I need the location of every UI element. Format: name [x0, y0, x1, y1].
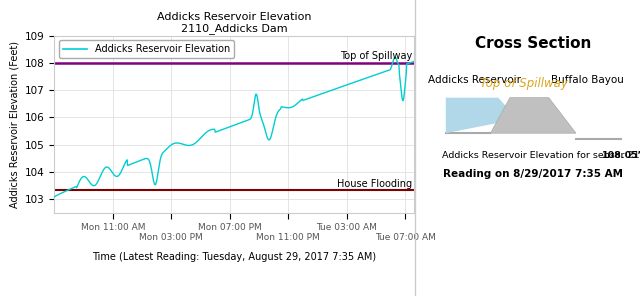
Text: 108.05’: 108.05’: [602, 151, 640, 160]
Text: Tue 03:00 AM: Tue 03:00 AM: [316, 223, 377, 232]
Text: Reading on 8/29/2017 7:35 AM: Reading on 8/29/2017 7:35 AM: [444, 169, 623, 179]
Text: Mon 11:00 PM: Mon 11:00 PM: [257, 233, 320, 242]
Text: Mon 03:00 PM: Mon 03:00 PM: [140, 233, 203, 242]
Text: Mon 11:00 AM: Mon 11:00 AM: [81, 223, 145, 232]
Text: House Flooding: House Flooding: [337, 178, 412, 189]
Text: Tue 07:00 AM: Tue 07:00 AM: [374, 233, 436, 242]
Legend: Addicks Reservoir Elevation: Addicks Reservoir Elevation: [60, 40, 234, 58]
Text: Cross Section: Cross Section: [475, 36, 591, 51]
Text: Top of Spillway: Top of Spillway: [340, 52, 412, 62]
Text: Time (Latest Reading: Tuesday, August 29, 2017 7:35 AM): Time (Latest Reading: Tuesday, August 29…: [92, 252, 376, 262]
Y-axis label: Addicks Reservoir Elevation (Feet): Addicks Reservoir Elevation (Feet): [10, 41, 19, 208]
Text: Buffalo Bayou: Buffalo Bayou: [551, 75, 624, 85]
Text: Addicks Reservoir: Addicks Reservoir: [428, 75, 522, 85]
Polygon shape: [490, 98, 576, 133]
Polygon shape: [446, 98, 518, 133]
Text: Mon 07:00 PM: Mon 07:00 PM: [198, 223, 262, 232]
Text: Addicks Reservoir Elevation for sensor 2109 is: Addicks Reservoir Elevation for sensor 2…: [442, 151, 640, 160]
Text: Top of Spillway: Top of Spillway: [479, 77, 568, 90]
Title: Addicks Reservoir Elevation
2110_Addicks Dam: Addicks Reservoir Elevation 2110_Addicks…: [157, 12, 312, 34]
